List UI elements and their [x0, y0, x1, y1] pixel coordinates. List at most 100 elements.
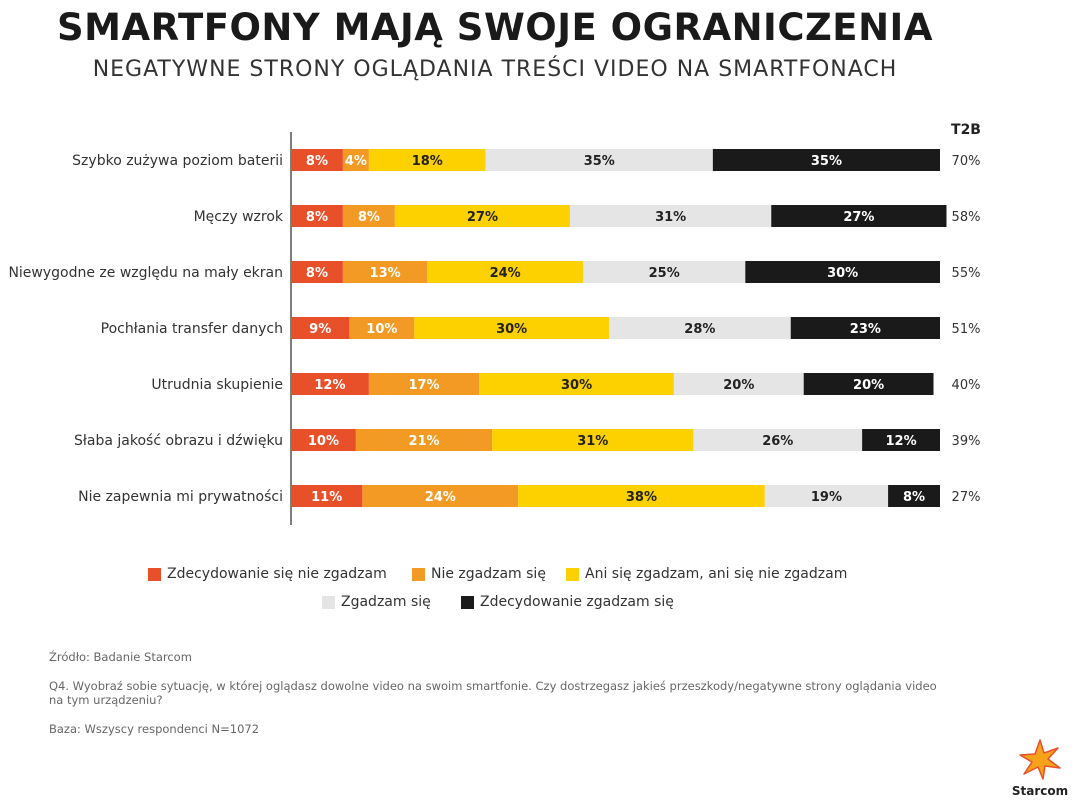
page-title: SMARTFONY MAJĄ SWOJE OGRANICZENIA: [57, 6, 933, 49]
bar-value-label: 8%: [306, 266, 328, 281]
bar-value-label: 12%: [885, 434, 916, 449]
bar-value-label: 10%: [366, 322, 397, 337]
category-label: Męczy wzrok: [194, 209, 284, 225]
bar-segment: [570, 205, 772, 227]
bar-value-label: 27%: [843, 210, 874, 225]
bar-segment: [673, 373, 804, 395]
bar-segment: [583, 261, 746, 283]
bar-value-label: 24%: [425, 490, 456, 505]
legend-label: Ani się zgadzam, ani się nie zgadzam: [585, 566, 848, 582]
bar-value-label: 8%: [358, 210, 380, 225]
category-label: Słaba jakość obrazu i dźwięku: [74, 433, 283, 449]
bar-segment: [479, 373, 674, 395]
bar-segment: [427, 261, 584, 283]
bar-value-label: 20%: [853, 378, 884, 393]
bar-segment: [790, 317, 940, 339]
bar-value-label: 38%: [626, 490, 657, 505]
bar-value-label: 28%: [684, 322, 715, 337]
page-subtitle: NEGATYWNE STRONY OGLĄDANIA TREŚCI VIDEO …: [92, 57, 898, 82]
legend-swatch: [412, 567, 425, 581]
bar-segment: [355, 429, 493, 451]
bar-value-label: 12%: [314, 378, 345, 393]
bar-segment: [485, 149, 713, 171]
bar-segment: [342, 149, 369, 171]
legend-label: Nie zgadzam się: [431, 566, 546, 582]
logo-text: Starcom: [1011, 784, 1069, 798]
bar-value-label: 18%: [412, 154, 443, 169]
bar-segment: [368, 373, 480, 395]
legend-label: Zdecydowanie zgadzam się: [480, 594, 674, 610]
source-note: Źródło: Badanie Starcom: [49, 650, 192, 664]
question-note: Q4. Wyobraź sobie sytuację, w której ogl…: [49, 679, 937, 707]
bar-segment: [291, 429, 356, 451]
starcom-star-icon: [1019, 739, 1061, 780]
bar-segment: [414, 317, 610, 339]
bar-value-label: 35%: [584, 154, 615, 169]
bar-segment: [291, 373, 369, 395]
base-note: Baza: Wszyscy respondenci N=1072: [49, 722, 260, 736]
bar-segment: [609, 317, 791, 339]
legend-swatch: [566, 567, 579, 581]
bar-value-label: 11%: [311, 490, 342, 505]
bar-value-label: 13%: [370, 266, 401, 281]
bar-segment: [342, 205, 395, 227]
bar-value-label: 31%: [577, 434, 608, 449]
bar-segment: [803, 373, 934, 395]
legend-label: Zdecydowanie się nie zgadzam: [167, 566, 387, 582]
bar-value-label: 8%: [306, 210, 328, 225]
t2b-header: T2B: [951, 122, 981, 138]
bar-segment: [888, 485, 940, 507]
category-label: Pochłania transfer danych: [101, 321, 283, 337]
bar-segment: [771, 205, 947, 227]
stacked-bar-chart: T2B Szybko zużywa poziom baterii 8% 4% 18% 35…: [8, 122, 981, 525]
bar-value-label: 30%: [827, 266, 858, 281]
bar-value-label: 35%: [811, 154, 842, 169]
bar-segment: [362, 485, 519, 507]
bar-value-label: 31%: [655, 210, 686, 225]
bar-value-label: 9%: [309, 322, 331, 337]
bar-value-label: 19%: [811, 490, 842, 505]
bar-segment: [764, 485, 889, 507]
bar-segment: [712, 149, 940, 171]
bar-segment: [518, 485, 765, 507]
bar-value-label: 30%: [561, 378, 592, 393]
bar-segment: [862, 429, 940, 451]
t2b-value: 40%: [952, 378, 981, 393]
bar-segment: [368, 149, 486, 171]
legend-item-neutral: Ani się zgadzam, ani się nie zgadzam: [566, 566, 847, 582]
bar-value-label: 27%: [467, 210, 498, 225]
bar-value-label: 23%: [850, 322, 881, 337]
t2b-value: 70%: [952, 154, 981, 169]
bar-value-label: 8%: [306, 154, 328, 169]
bar-value-label: 25%: [649, 266, 680, 281]
category-label: Niewygodne ze względu na mały ekran: [8, 265, 283, 281]
bar-segment: [291, 485, 363, 507]
bar-value-label: 8%: [903, 490, 925, 505]
legend-item-strongly-agree: Zdecydowanie zgadzam się: [461, 594, 674, 610]
bar-value-label: 17%: [408, 378, 439, 393]
bar-segment: [291, 205, 343, 227]
t2b-value: 58%: [952, 210, 981, 225]
bar-segment: [745, 261, 940, 283]
legend-item-disagree: Nie zgadzam się: [412, 566, 546, 582]
t2b-value: 51%: [952, 322, 981, 337]
legend-swatch: [148, 567, 161, 581]
bar-segment: [342, 261, 428, 283]
bar-segment: [291, 149, 343, 171]
bar-value-label: 30%: [496, 322, 527, 337]
bar-value-label: 20%: [723, 378, 754, 393]
bar-value-label: 26%: [762, 434, 793, 449]
legend-item-strongly-disagree: Zdecydowanie się nie zgadzam: [148, 566, 387, 582]
bar-segment: [693, 429, 863, 451]
bar-segment: [291, 261, 343, 283]
category-label: Nie zapewnia mi prywatności: [78, 489, 283, 505]
legend-label: Zgadzam się: [341, 594, 431, 610]
legend-swatch: [322, 595, 335, 609]
bar-value-label: 4%: [345, 154, 367, 169]
category-label: Utrudnia skupienie: [151, 377, 283, 393]
bar-segment: [291, 317, 350, 339]
bar-segment: [349, 317, 415, 339]
bar-value-label: 24%: [490, 266, 521, 281]
legend-swatch: [461, 595, 474, 609]
bar-segment: [394, 205, 571, 227]
